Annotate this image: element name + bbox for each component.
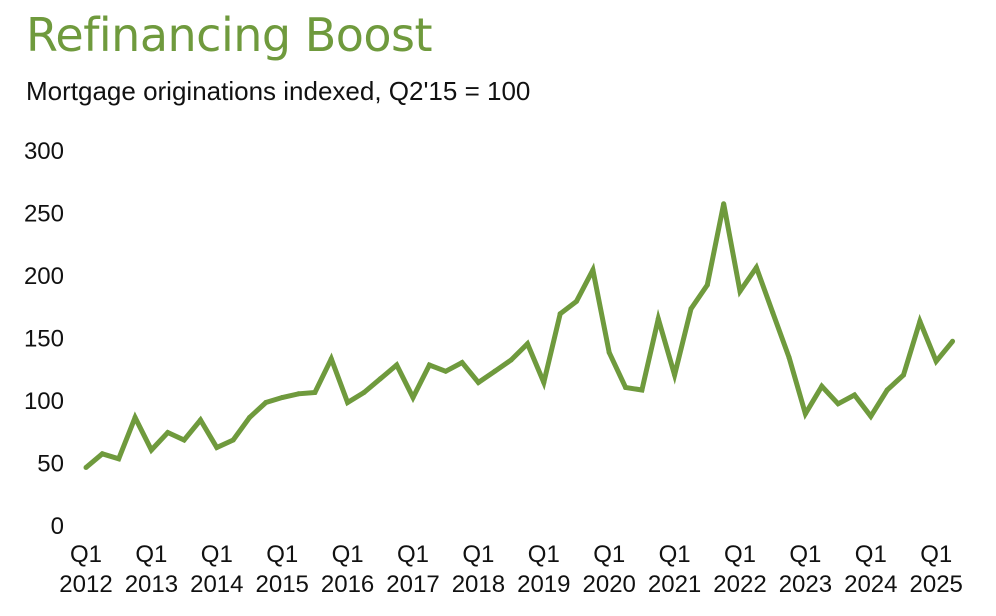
plot-area <box>83 201 956 470</box>
data-point <box>868 413 874 419</box>
data-point <box>557 311 563 317</box>
x-tick-quarter-label: Q1 <box>70 541 102 568</box>
data-point <box>132 415 138 420</box>
x-tick-year-label: 2025 <box>910 571 963 598</box>
data-point <box>377 376 383 382</box>
data-point <box>116 456 122 462</box>
x-tick-year-label: 2018 <box>452 571 505 598</box>
y-tick-label: 0 <box>51 513 64 540</box>
data-point <box>459 360 465 365</box>
x-tick-year-label: 2015 <box>256 571 309 598</box>
x-tick-quarter-label: Q1 <box>855 541 887 568</box>
data-point <box>426 362 432 368</box>
series-line <box>84 203 955 470</box>
x-tick-year-label: 2024 <box>844 571 897 598</box>
y-axis: 0 50 100 150 200 250 300 <box>24 138 64 540</box>
x-tick-year-label: 2021 <box>648 571 701 598</box>
data-point <box>639 387 645 393</box>
x-tick-year-label: 2016 <box>321 571 374 598</box>
x-tick-year-label: 2017 <box>386 571 439 598</box>
x-tick-quarter-label: Q1 <box>789 541 821 568</box>
data-point <box>524 341 530 347</box>
x-tick-quarter-label: Q1 <box>201 541 233 568</box>
x-tick-year-label: 2019 <box>517 571 570 598</box>
x-tick-quarter-label: Q1 <box>920 541 952 568</box>
data-point <box>786 355 792 360</box>
data-point <box>819 383 825 389</box>
x-tick-quarter-label: Q1 <box>593 541 625 568</box>
data-point <box>394 362 400 368</box>
data-point <box>410 395 416 400</box>
data-point <box>672 372 678 378</box>
y-tick-label: 250 <box>24 201 64 228</box>
data-point <box>917 318 923 324</box>
y-tick-label: 200 <box>24 263 64 290</box>
x-tick-year-label: 2012 <box>59 571 112 598</box>
data-point <box>83 465 89 470</box>
data-point <box>214 445 220 450</box>
x-tick-quarter-label: Q1 <box>397 541 429 568</box>
data-point <box>721 201 727 207</box>
data-point <box>884 387 890 393</box>
data-point <box>492 368 498 374</box>
data-point <box>802 411 808 417</box>
x-tick-year-label: 2014 <box>190 571 243 598</box>
data-point <box>361 390 367 395</box>
x-tick-quarter-label: Q1 <box>135 541 167 568</box>
data-point <box>623 385 629 390</box>
data-point <box>933 358 939 364</box>
data-point <box>181 437 187 443</box>
chart-subtitle: Mortgage originations indexed, Q2'15 = 1… <box>26 76 531 106</box>
y-tick-label: 100 <box>24 388 64 415</box>
x-tick-quarter-label: Q1 <box>528 541 560 568</box>
x-tick-quarter-label: Q1 <box>266 541 298 568</box>
x-tick-quarter-label: Q1 <box>462 541 494 568</box>
data-point <box>851 392 857 398</box>
data-point <box>753 265 759 270</box>
data-point <box>247 415 252 420</box>
data-point <box>312 390 318 395</box>
data-point <box>165 430 171 435</box>
data-point <box>770 310 776 315</box>
data-point <box>655 316 661 322</box>
x-tick-year-label: 2013 <box>125 571 178 598</box>
data-point <box>737 288 743 294</box>
x-tick-quarter-label: Q1 <box>332 541 364 568</box>
data-point <box>541 380 547 385</box>
data-point <box>148 447 154 453</box>
chart-title: Refinancing Boost <box>26 8 433 62</box>
data-point <box>230 437 236 443</box>
data-point <box>296 391 302 397</box>
x-tick-year-label: 2020 <box>583 571 636 598</box>
y-tick-label: 50 <box>37 451 64 478</box>
data-point <box>574 298 579 304</box>
data-point <box>328 356 334 362</box>
data-point <box>99 451 105 457</box>
x-tick-quarter-label: Q1 <box>659 541 691 568</box>
data-point <box>475 380 481 385</box>
data-point <box>950 338 956 344</box>
x-axis: Q1 2012 Q1 2013 Q1 2014 Q1 2015 Q1 2016 Q1 2017 Q1 20… <box>59 541 963 598</box>
data-point <box>688 306 694 312</box>
data-point <box>263 400 269 405</box>
x-tick-year-label: 2023 <box>779 571 832 598</box>
data-point <box>279 395 285 400</box>
data-point <box>835 401 841 407</box>
data-point <box>606 350 612 355</box>
data-point <box>443 368 449 374</box>
x-tick-quarter-label: Q1 <box>724 541 756 568</box>
data-point <box>197 417 203 423</box>
data-point <box>704 282 710 288</box>
y-tick-label: 300 <box>24 138 64 165</box>
data-point <box>590 267 596 273</box>
x-tick-year-label: 2022 <box>713 571 766 598</box>
data-point <box>901 372 906 378</box>
data-point <box>508 357 514 363</box>
data-point <box>345 400 351 405</box>
y-tick-label: 150 <box>24 326 64 353</box>
